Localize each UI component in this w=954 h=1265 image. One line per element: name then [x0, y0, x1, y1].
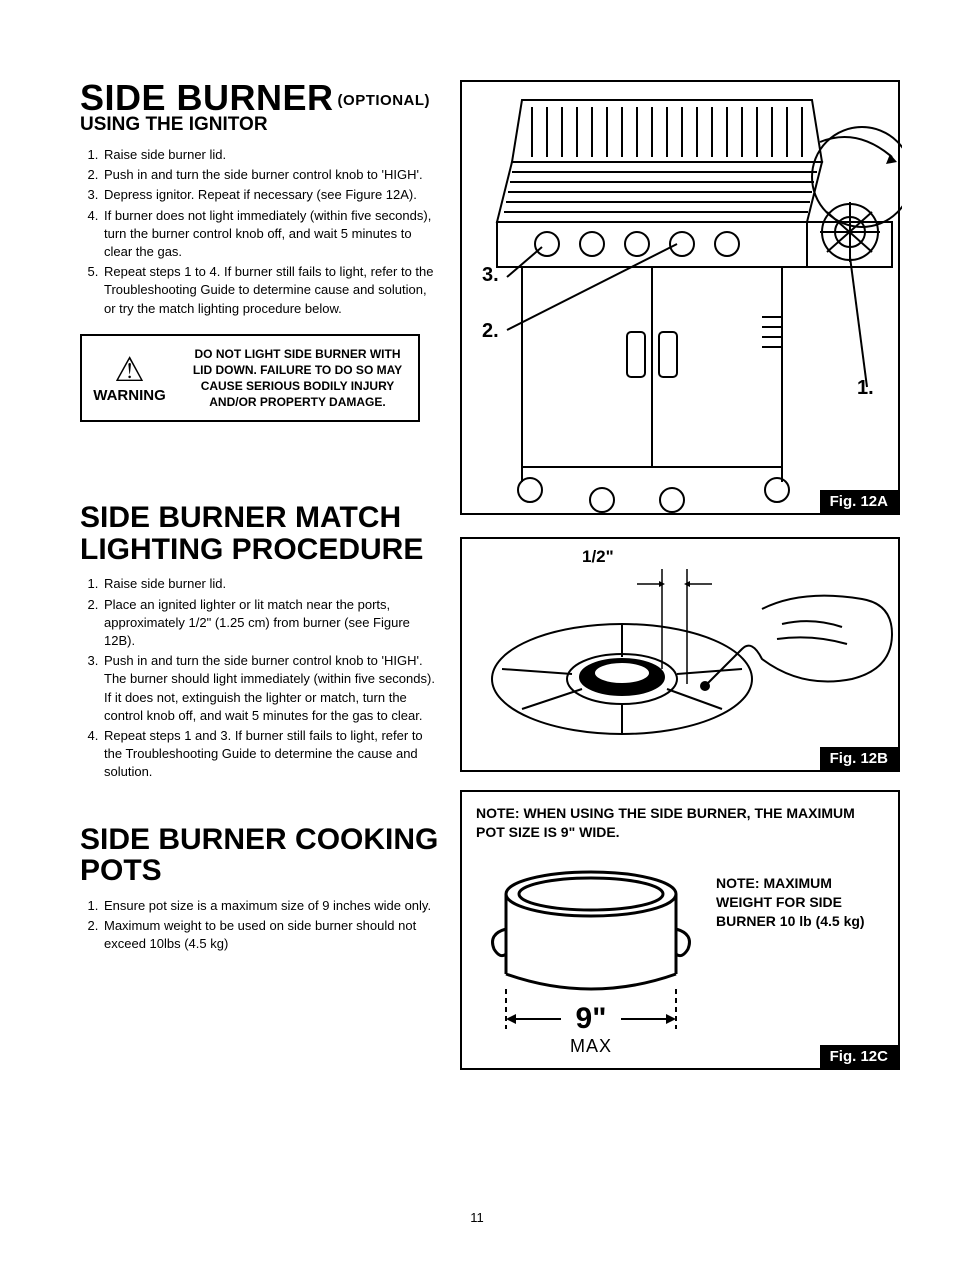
pot-diagram: 9" MAX	[476, 854, 706, 1059]
section-using-ignitor: Side Burner(OPTIONAL) Using the Ignitor …	[80, 80, 440, 318]
step: Repeat steps 1 and 3. If burner still fa…	[102, 727, 440, 782]
nine-inch-label: 9"	[576, 1002, 607, 1035]
page-number: 11	[0, 1210, 954, 1225]
steps-match: Raise side burner lid. Place an ignited …	[80, 575, 440, 781]
figure-12a: 3. 2. 1. Fig. 12A	[460, 80, 900, 515]
title-text: Side Burner	[80, 77, 334, 118]
figure-label-12b: Fig. 12B	[820, 747, 898, 770]
section-match-lighting: Side Burner Match Lighting Procedure Rai…	[80, 502, 440, 781]
step: Push in and turn the side burner control…	[102, 652, 440, 725]
step: Raise side burner lid.	[102, 575, 440, 593]
half-inch-label: 1/2"	[582, 547, 614, 567]
step: Push in and turn the side burner control…	[102, 166, 440, 184]
steps-ignitor: Raise side burner lid. Push in and turn …	[80, 146, 440, 318]
warning-label: WARNING	[93, 387, 166, 404]
title-optional: (OPTIONAL)	[338, 92, 431, 109]
title-match-lighting: Side Burner Match Lighting Procedure	[80, 502, 440, 565]
step: If burner does not light immediately (wi…	[102, 207, 440, 262]
warning-triangle-icon: ⚠	[114, 353, 144, 387]
burner-match-illustration	[462, 539, 902, 774]
note-pot-size: NOTE: WHEN USING THE SIDE BURNER, THE MA…	[476, 804, 884, 842]
left-column: Side Burner(OPTIONAL) Using the Ignitor …	[80, 80, 440, 1070]
step: Raise side burner lid.	[102, 146, 440, 164]
max-label: MAX	[570, 1036, 612, 1056]
subtitle-ignitor: Using the Ignitor	[80, 114, 440, 136]
note-max-weight: NOTE: MAXIMUM WEIGHT FOR SIDE BURNER 10 …	[716, 854, 884, 1059]
warning-text: DO NOT LIGHT SIDE BURNER WITH LID DOWN. …	[177, 336, 418, 421]
right-column: 3. 2. 1. Fig. 12A	[460, 80, 900, 1070]
step: Maximum weight to be used on side burner…	[102, 917, 440, 953]
warning-box: ⚠ WARNING DO NOT LIGHT SIDE BURNER WITH …	[80, 334, 420, 423]
title-cooking-pots: Side Burner Cooking Pots	[80, 824, 440, 887]
step: Repeat steps 1 to 4. If burner still fai…	[102, 263, 440, 318]
step: Depress ignitor. Repeat if necessary (se…	[102, 186, 440, 204]
figure-12b: 1/2" Fig. 12B	[460, 537, 900, 772]
warning-icon-block: ⚠ WARNING	[82, 336, 177, 421]
step: Place an ignited lighter or lit match ne…	[102, 596, 440, 651]
step: Ensure pot size is a maximum size of 9 i…	[102, 897, 440, 915]
callout-1: 1.	[857, 377, 874, 400]
grill-illustration	[462, 82, 902, 517]
steps-pots: Ensure pot size is a maximum size of 9 i…	[80, 897, 440, 954]
section-cooking-pots: Side Burner Cooking Pots Ensure pot size…	[80, 824, 440, 954]
figure-label-12c: Fig. 12C	[820, 1045, 898, 1068]
callout-3: 3.	[482, 264, 499, 287]
callout-2: 2.	[482, 320, 499, 343]
title-side-burner: Side Burner(OPTIONAL)	[80, 80, 440, 116]
figure-label-12a: Fig. 12A	[820, 490, 898, 513]
figure-12c-note-box: NOTE: WHEN USING THE SIDE BURNER, THE MA…	[460, 790, 900, 1070]
